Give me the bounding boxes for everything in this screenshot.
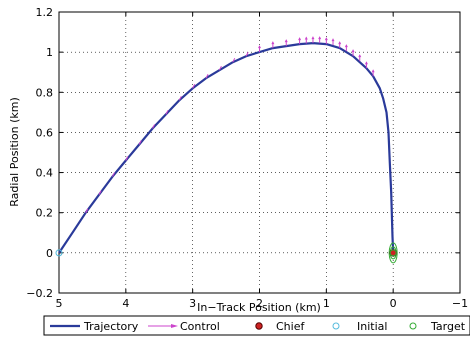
y-tick-label: 0 bbox=[46, 247, 53, 260]
y-tick-label: 1.2 bbox=[36, 6, 54, 19]
y-axis-ticks: −0.2 0 0.2 0.4 0.6 0.8 1 1.2 bbox=[26, 6, 460, 300]
control-arrow bbox=[178, 96, 182, 101]
legend: Trajectory Control Chief Initial Target bbox=[43, 315, 470, 336]
marker-layer bbox=[55, 242, 398, 264]
x-tick-label: 5 bbox=[56, 297, 63, 310]
series-trajectory-line bbox=[58, 41, 395, 254]
control-arrow bbox=[271, 41, 275, 49]
control-arrow bbox=[364, 61, 368, 69]
control-arrow bbox=[85, 208, 89, 213]
control-arrow bbox=[192, 84, 196, 89]
control-arrow bbox=[324, 37, 328, 45]
control-arrow bbox=[245, 51, 249, 57]
control-arrow bbox=[218, 65, 222, 71]
control-arrow bbox=[344, 44, 348, 52]
control-arrow bbox=[331, 38, 335, 46]
y-axis-label: Radial Position (km) bbox=[8, 97, 21, 206]
control-arrow bbox=[205, 74, 209, 79]
control-arrow bbox=[358, 54, 362, 62]
y-tick-label: 0.2 bbox=[36, 207, 54, 220]
x-tick-label: 2 bbox=[256, 297, 263, 310]
y-tick-label: −0.2 bbox=[26, 287, 53, 300]
y-tick-label: 1 bbox=[46, 46, 53, 59]
control-arrow bbox=[351, 49, 355, 57]
control-arrow bbox=[304, 36, 308, 44]
control-arrow bbox=[298, 37, 302, 45]
legend-label-trajectory: Trajectory bbox=[83, 320, 139, 333]
x-tick-label: 0 bbox=[390, 297, 397, 310]
legend-swatch-control-arrow bbox=[171, 324, 178, 328]
x-axis-ticks: 5 4 3 2 1 0 −1 bbox=[56, 12, 468, 310]
control-arrow bbox=[371, 69, 375, 77]
marker-initial bbox=[55, 249, 63, 257]
series-layer bbox=[58, 36, 395, 254]
y-tick-label: 0.8 bbox=[36, 86, 54, 99]
legend-swatch-initial bbox=[332, 322, 340, 330]
x-axis-label: In−Track Position (km) bbox=[197, 301, 321, 314]
marker-target bbox=[389, 249, 397, 257]
control-arrow bbox=[232, 57, 236, 63]
x-tick-label: 4 bbox=[122, 297, 129, 310]
target-ellipse bbox=[388, 242, 398, 264]
legend-label-control: Control bbox=[180, 320, 220, 333]
control-arrow bbox=[138, 140, 142, 145]
y-tick-label: 0.6 bbox=[36, 126, 54, 139]
control-arrow bbox=[125, 156, 129, 161]
control-arrow bbox=[318, 36, 322, 44]
control-arrow bbox=[98, 190, 102, 195]
control-arrow bbox=[258, 45, 261, 53]
control-arrow bbox=[338, 41, 342, 49]
x-tick-label: −1 bbox=[452, 297, 468, 310]
x-tick-label: 3 bbox=[189, 297, 196, 310]
legend-swatch-chief bbox=[255, 322, 263, 330]
legend-label-initial: Initial bbox=[357, 320, 387, 333]
legend-label-chief: Chief bbox=[276, 320, 305, 333]
legend-swatch-target bbox=[409, 322, 417, 330]
control-arrow bbox=[152, 124, 156, 129]
legend-label-target: Target bbox=[430, 320, 466, 333]
control-arrow bbox=[165, 110, 169, 115]
y-tick-label: 0.4 bbox=[36, 167, 54, 180]
control-arrow bbox=[311, 36, 315, 44]
legend-items: Trajectory Control Chief Initial Target bbox=[50, 320, 466, 333]
control-arrow bbox=[284, 39, 288, 47]
control-arrow bbox=[112, 172, 115, 177]
x-tick-label: 1 bbox=[323, 297, 330, 310]
